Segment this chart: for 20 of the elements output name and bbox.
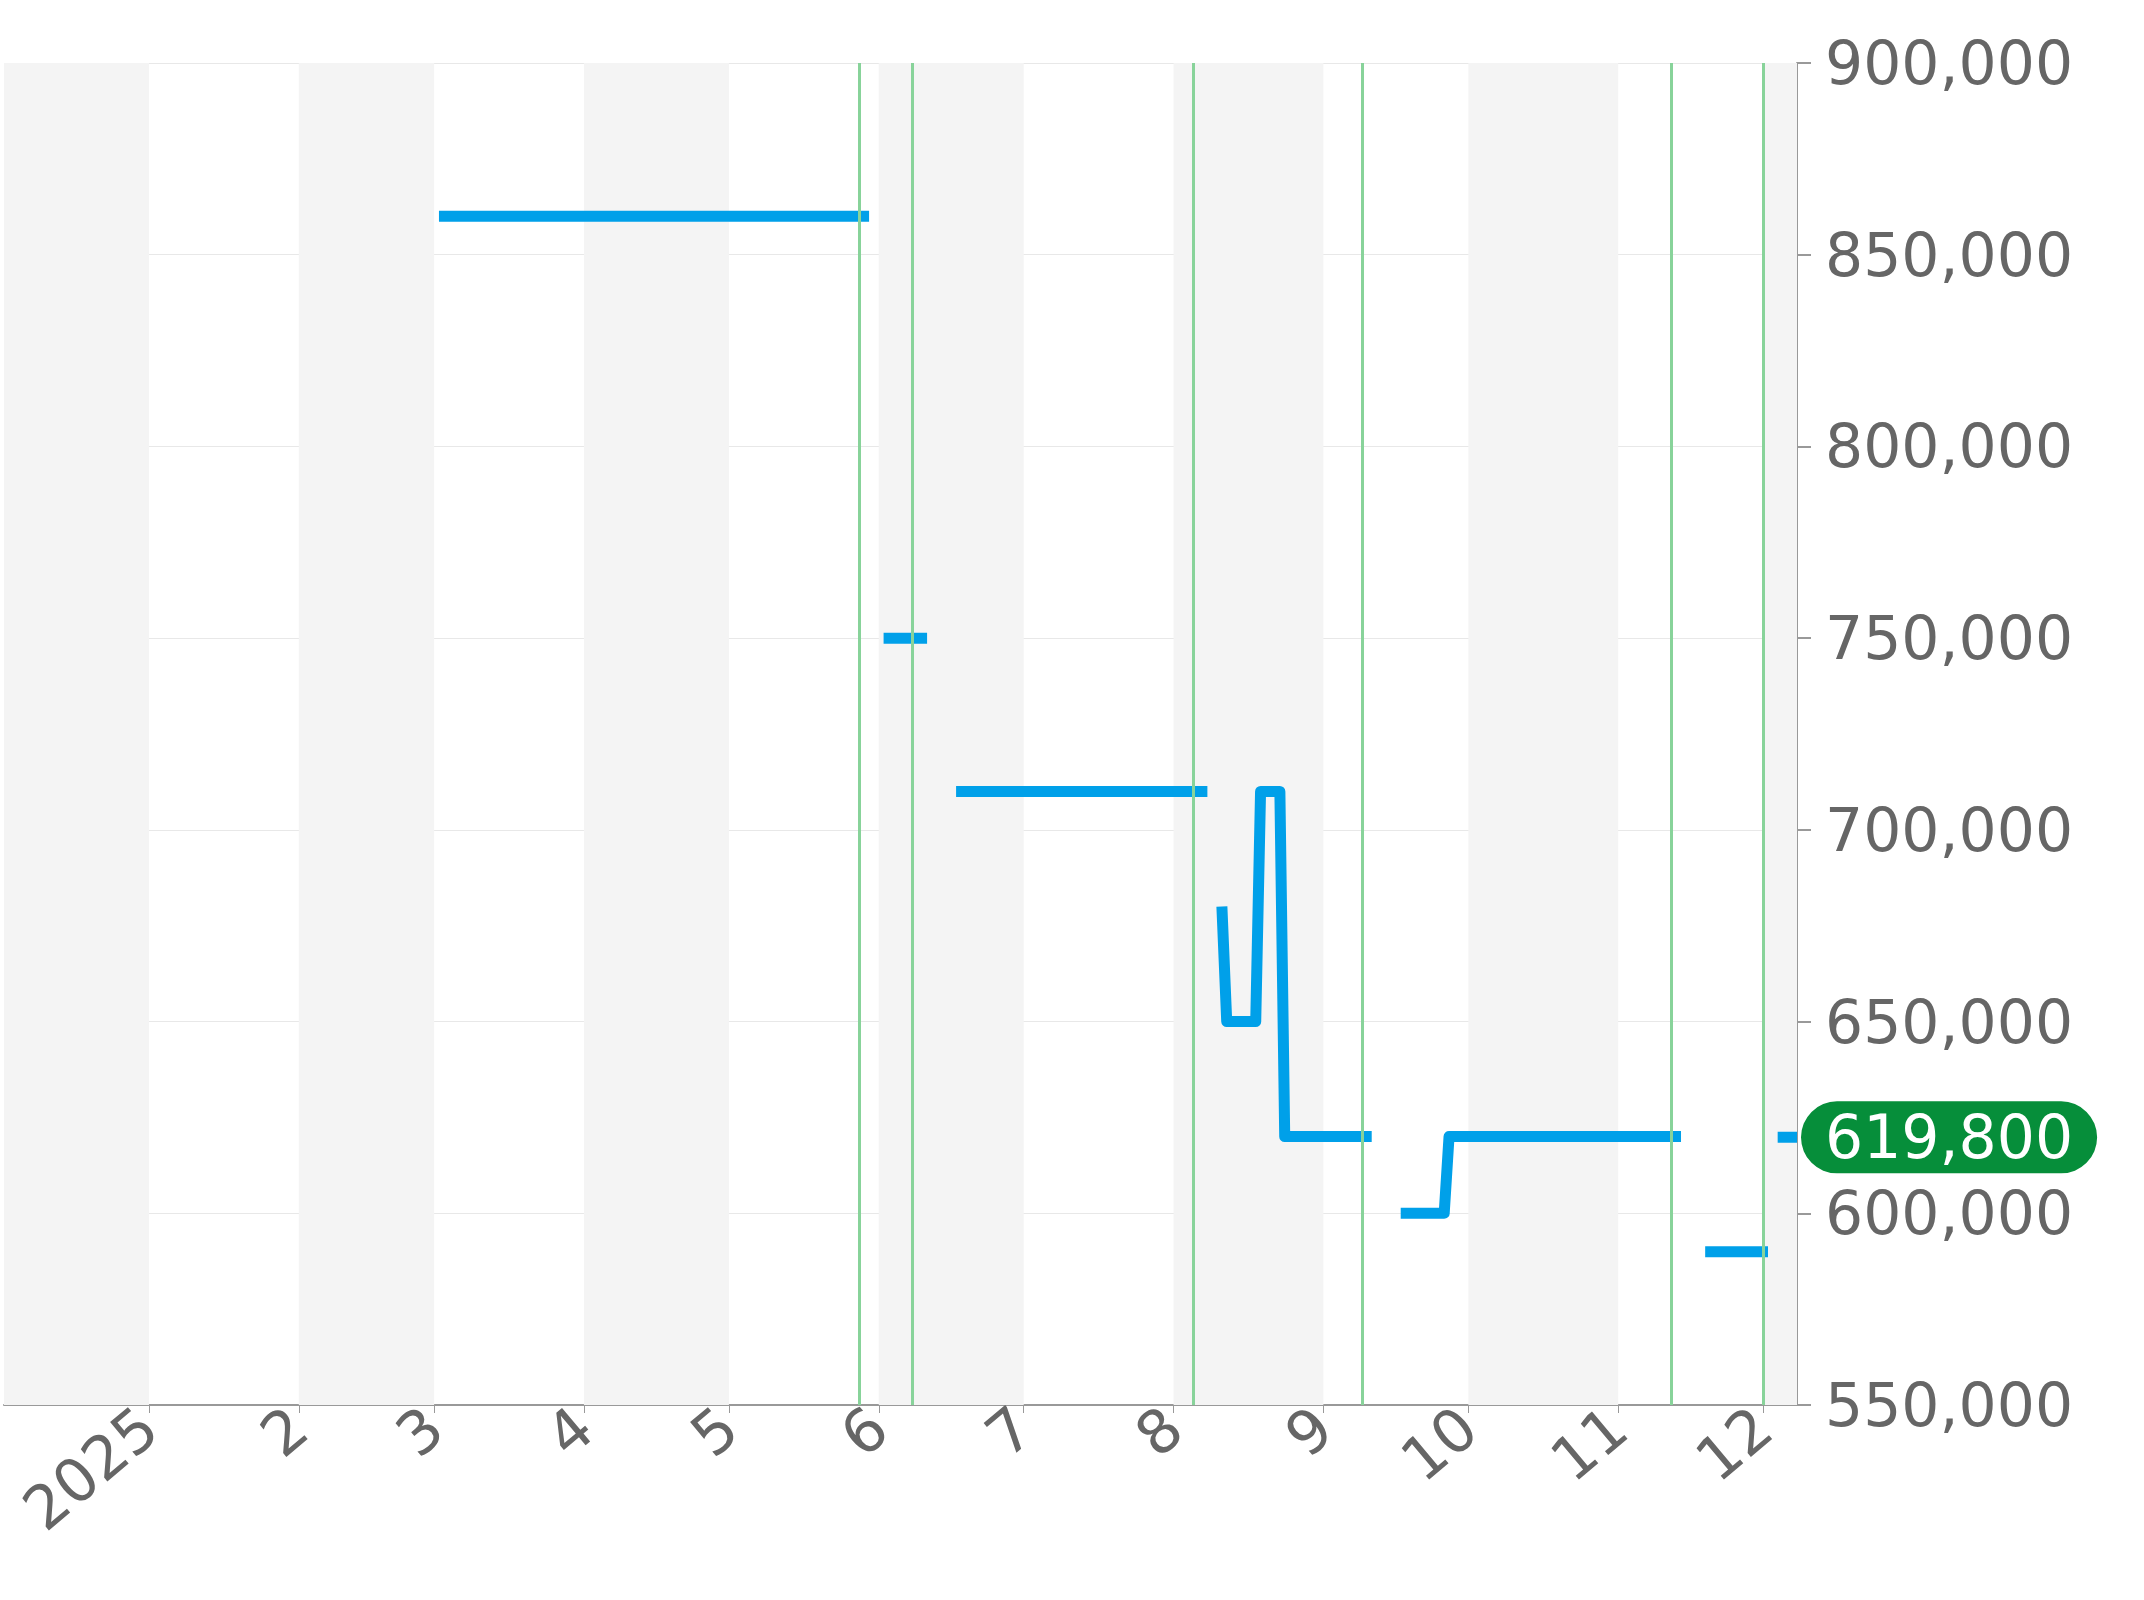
- x-tick-label: 4: [532, 1392, 607, 1471]
- y-tick-label: 650,000: [1825, 986, 2074, 1057]
- y-tick-label: 700,000: [1825, 794, 2074, 865]
- x-tick-label: 9: [1271, 1392, 1346, 1471]
- x-tick-label: 2: [247, 1392, 322, 1471]
- x-tick-label: 6: [827, 1392, 902, 1471]
- x-tick-label: 8: [1121, 1392, 1197, 1471]
- x-tick-label: 11: [1537, 1392, 1641, 1495]
- annotation: 619,800: [1825, 1102, 2074, 1173]
- y-tick-label: 600,000: [1825, 1178, 2074, 1249]
- y-tick-label: 800,000: [1825, 411, 2074, 482]
- y-tick-label: 850,000: [1825, 219, 2074, 290]
- y-tick-label: 900,000: [1825, 28, 2074, 98]
- y-tick-label: 750,000: [1825, 603, 2074, 674]
- x-tick-label: 3: [382, 1392, 457, 1471]
- x-tick-label: 10: [1387, 1392, 1491, 1495]
- y-tick-label: 550,000: [1825, 1370, 2074, 1440]
- x-tick-label: 5: [677, 1392, 752, 1471]
- x-tick-label: 12: [1682, 1392, 1786, 1495]
- x-tick-label: 7: [971, 1392, 1047, 1471]
